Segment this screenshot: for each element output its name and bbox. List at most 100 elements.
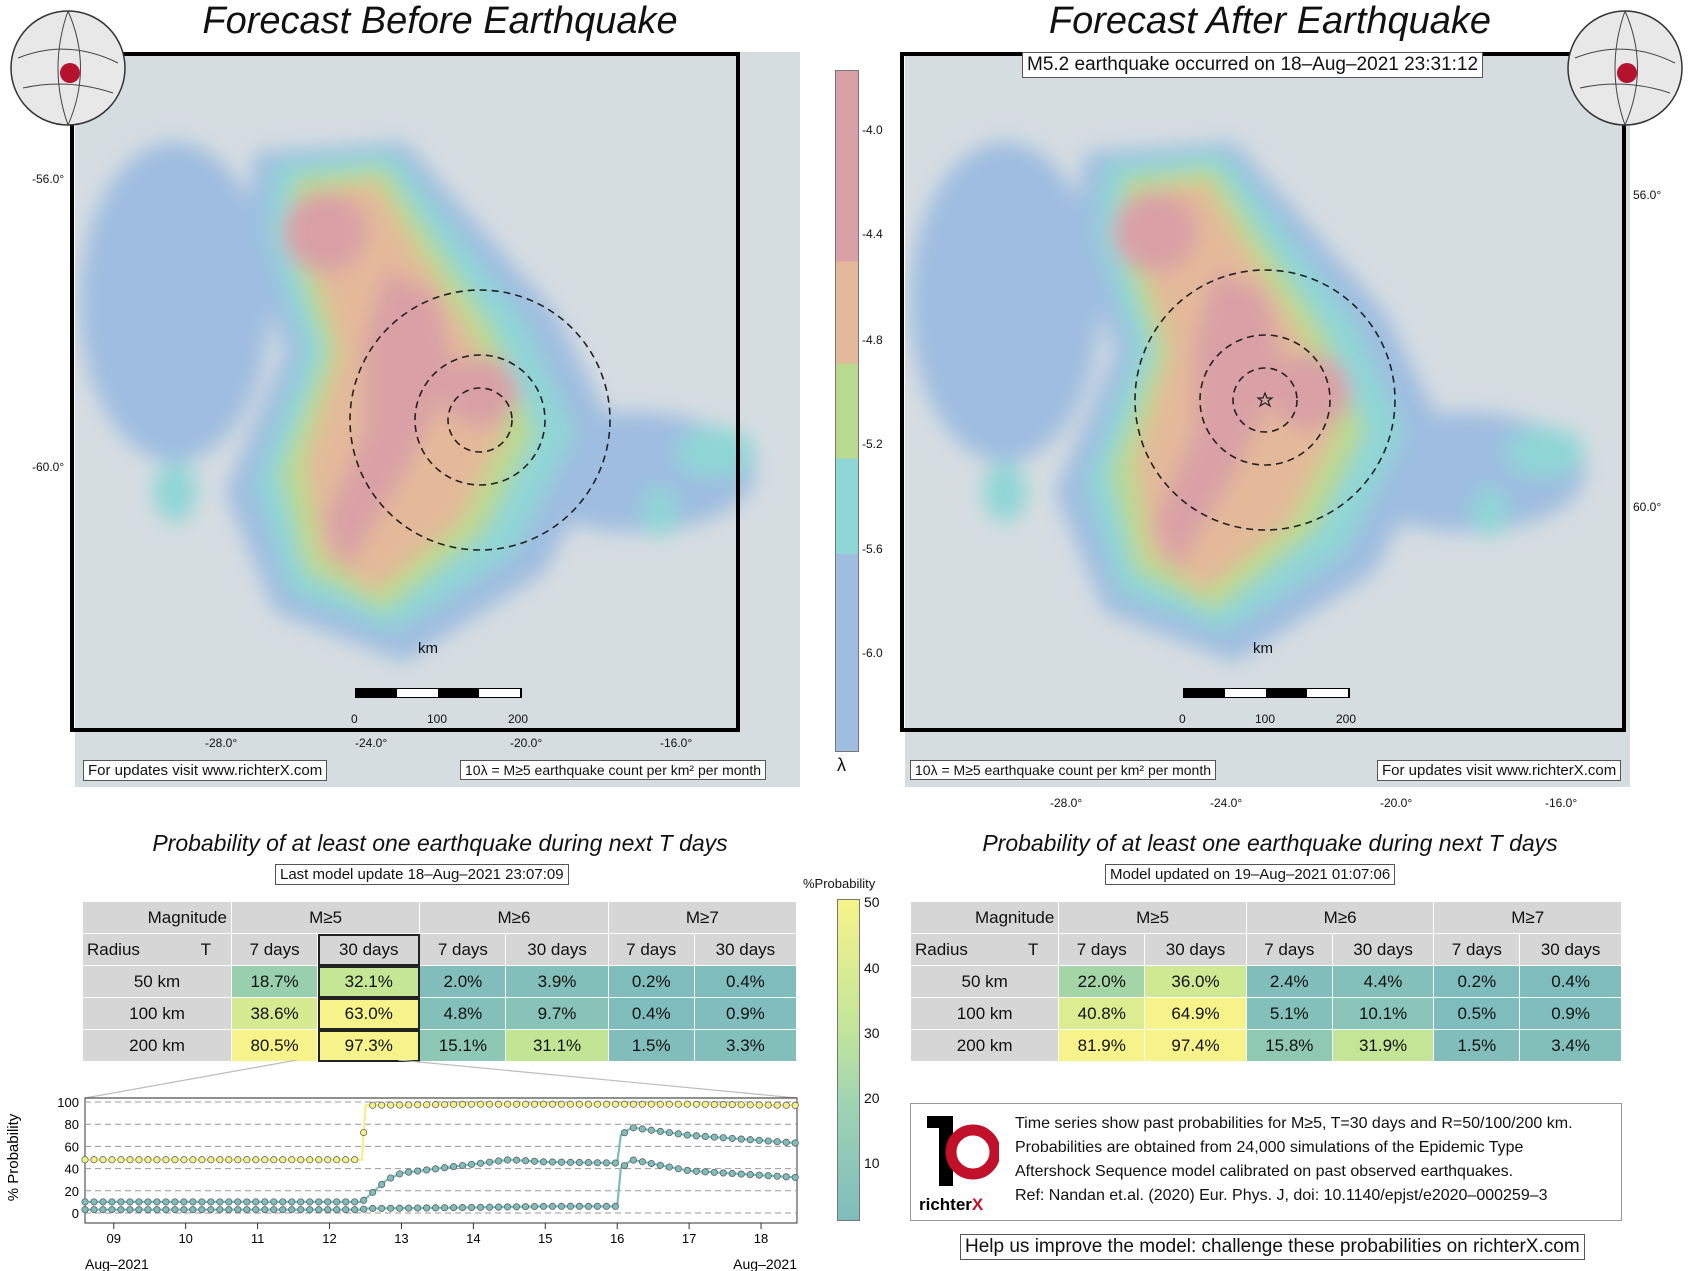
right-map-frame <box>900 52 1626 732</box>
probability-cell: 10.1% <box>1331 997 1435 1030</box>
data-point <box>387 1174 395 1182</box>
table-connector <box>84 1060 798 1099</box>
help-link[interactable]: Help us improve the model: challenge the… <box>960 1234 1585 1260</box>
data-point <box>737 1170 745 1178</box>
data-point <box>656 1100 664 1108</box>
data-point <box>459 1204 467 1212</box>
data-point <box>629 1100 637 1108</box>
data-point <box>90 1156 98 1164</box>
y-tick-label: 20 <box>65 1184 79 1199</box>
data-point <box>791 1101 799 1109</box>
data-point <box>234 1198 242 1206</box>
data-point <box>90 1206 98 1214</box>
scale-label: km <box>1253 640 1273 657</box>
data-point <box>270 1156 278 1164</box>
data-point <box>638 1158 646 1166</box>
y-tick-label: 80 <box>65 1117 79 1132</box>
data-point <box>108 1156 116 1164</box>
lon-label: -28.0° <box>1050 796 1083 810</box>
data-point <box>575 1100 583 1108</box>
data-point <box>593 1202 601 1210</box>
data-point <box>683 1100 691 1108</box>
data-point <box>108 1206 116 1214</box>
data-point <box>521 1203 530 1211</box>
data-point <box>351 1206 359 1214</box>
series-line <box>85 1103 798 1161</box>
data-point <box>719 1134 727 1142</box>
data-point <box>441 1204 449 1212</box>
data-point <box>782 1101 790 1109</box>
data-point <box>171 1198 179 1206</box>
data-point <box>216 1206 224 1214</box>
data-point <box>674 1100 682 1108</box>
data-point <box>665 1129 673 1137</box>
info-line: Aftershock Sequence model calibrated on … <box>1015 1163 1514 1180</box>
probability-cell: 4.4% <box>1331 965 1435 998</box>
data-point <box>99 1156 107 1164</box>
data-point <box>117 1206 125 1214</box>
data-point <box>674 1165 682 1173</box>
data-point <box>503 1156 512 1164</box>
right-heatmap <box>905 52 1630 787</box>
probability-cell: 31.1% <box>505 1029 609 1062</box>
data-point <box>521 1100 530 1108</box>
data-point <box>279 1206 287 1214</box>
data-point <box>548 1100 557 1108</box>
y-tick-label: 40 <box>65 1162 79 1177</box>
info-box: richterX Time series show past probabili… <box>910 1103 1622 1221</box>
lon-label: -20.0° <box>1380 796 1413 810</box>
data-point <box>755 1136 763 1144</box>
data-point <box>701 1168 709 1176</box>
data-point <box>620 1129 628 1137</box>
data-point <box>782 1138 790 1146</box>
row-label: 200 km <box>82 1029 232 1062</box>
data-point <box>288 1198 296 1206</box>
probability-cell: 2.0% <box>419 965 507 998</box>
row-label: 100 km <box>909 997 1060 1030</box>
data-point <box>539 1100 548 1108</box>
data-point <box>602 1202 610 1210</box>
data-point <box>378 1204 386 1212</box>
probability-cell: 0.2% <box>1433 965 1521 998</box>
probability-colorbar <box>837 899 860 1221</box>
data-point <box>494 1100 503 1108</box>
data-point <box>629 1156 637 1164</box>
data-point <box>225 1156 233 1164</box>
data-point <box>791 1173 799 1181</box>
data-point <box>153 1156 161 1164</box>
data-point <box>602 1159 610 1167</box>
data-point <box>252 1198 260 1206</box>
updates-link[interactable]: For updates visit www.richterX.com <box>1377 760 1622 781</box>
probability-table-after: Magnitude M≥5 M≥6 M≥7 Radius T 7 days 30 … <box>909 901 1622 1062</box>
data-point <box>665 1163 673 1171</box>
left-globe-icon <box>10 10 126 126</box>
data-point <box>279 1198 287 1206</box>
data-point <box>485 1203 494 1211</box>
data-point <box>728 1169 736 1178</box>
data-point <box>369 1188 377 1196</box>
probability-cell: 2.4% <box>1245 965 1333 998</box>
data-point <box>306 1206 314 1214</box>
data-point <box>530 1202 539 1211</box>
left-map-frame <box>70 52 740 732</box>
data-point <box>764 1137 772 1145</box>
updates-link[interactable]: For updates visit www.richterX.com <box>83 760 328 781</box>
data-point <box>360 1205 368 1213</box>
data-point <box>566 1100 575 1108</box>
data-point <box>81 1198 89 1206</box>
data-point <box>126 1198 134 1206</box>
left-map-title: Forecast Before Earthquake <box>202 0 678 42</box>
data-point <box>180 1206 188 1214</box>
data-point <box>746 1171 754 1179</box>
scale-bar <box>355 688 522 698</box>
probability-cell: 1.5% <box>607 1029 695 1062</box>
x-tick-label: 13 <box>394 1231 408 1246</box>
x-tick-label: 16 <box>610 1231 624 1246</box>
y-tick-label: 60 <box>65 1139 79 1154</box>
probability-cell: 22.0% <box>1058 965 1146 998</box>
data-point <box>414 1101 422 1109</box>
lambda-colorbar <box>835 70 859 752</box>
probability-cell: 97.3% <box>317 1029 421 1062</box>
data-point <box>288 1206 296 1214</box>
data-point <box>315 1198 323 1206</box>
